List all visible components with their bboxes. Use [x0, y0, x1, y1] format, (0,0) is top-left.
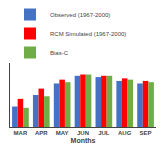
svg-text:MAR: MAR	[14, 130, 28, 136]
svg-text:SEP: SEP	[140, 130, 152, 136]
svg-text:MAY: MAY	[56, 130, 69, 136]
svg-text:JUN: JUN	[77, 130, 89, 136]
svg-text:JUL: JUL	[98, 130, 110, 136]
svg-text:Bias-C: Bias-C	[50, 50, 69, 56]
svg-text:Months: Months	[71, 137, 96, 144]
svg-text:APR: APR	[35, 130, 48, 136]
svg-text:RCM Simulated (1967-2000): RCM Simulated (1967-2000)	[50, 31, 126, 37]
svg-text:Observed (1967-2000): Observed (1967-2000)	[50, 12, 110, 18]
svg-text:AUG: AUG	[118, 130, 132, 136]
